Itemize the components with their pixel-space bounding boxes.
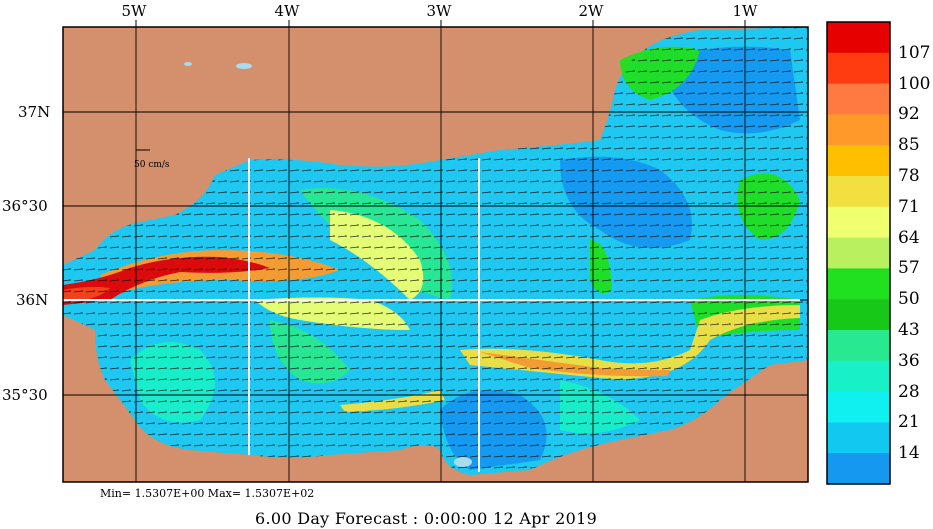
colorbar-swatch [827,237,890,269]
colorbar-swatch [827,422,890,454]
lon-label-4w: 4W [274,2,300,20]
lat-label-36-30: 36°30 [2,197,48,215]
colorbar-swatch [827,52,890,85]
colorbar-value-label: 36 [898,350,920,371]
colorbar-swatch [827,299,890,331]
colorbar-swatch [827,360,890,393]
colorbar-swatch [827,206,890,239]
colorbar-swatch [827,176,890,208]
lat-label-37n: 37N [18,103,51,121]
colorbar-frame [826,21,891,485]
colorbar-swatch [827,114,890,146]
colorbar-value-label: 28 [898,381,920,402]
colorbar [826,21,891,485]
lon-label-2w: 2W [578,2,604,20]
section-lines [63,158,800,472]
colorbar-value-label: 78 [898,166,920,186]
colorbar-swatch [827,453,890,485]
velocity-scale-label: 50 cm/s [134,160,170,170]
colorbar-value-label: 43 [898,320,920,340]
colorbar-swatch [827,268,890,300]
colorbar-value-label: 57 [898,258,920,279]
colorbar-swatch [827,22,890,54]
colorbar-value-label: 50 [898,289,920,310]
lon-label-3w: 3W [426,2,452,20]
colorbar-value-label: 100 [898,73,931,94]
colorbar-value-label: 85 [898,135,920,156]
colorbar-value-label: 107 [898,42,931,63]
colorbar-swatch [827,330,890,362]
lat-label-35-30: 35°30 [2,386,48,404]
colorbar-swatch [827,391,890,423]
colorbar-value-label: 71 [898,196,920,217]
colorbar-value-label: 14 [898,443,920,464]
colorbar-swatch [827,145,890,177]
colorbar-value-label: 21 [898,412,920,433]
lat-label-36n: 36N [16,291,49,309]
colorbar-value-label: 64 [898,227,920,248]
lon-ticks [135,20,746,27]
forecast-caption: 6.00 Day Forecast : 0:00:00 12 Apr 2019 [255,509,598,528]
colorbar-swatch [827,83,890,115]
map-frame [62,26,809,483]
lon-label-5w: 5W [121,2,147,20]
min-max-text: Min= 1.5307E+00 Max= 1.5307E+02 [100,487,315,500]
colorbar-value-label: 92 [898,104,920,125]
lon-label-1w: 1W [732,2,758,20]
